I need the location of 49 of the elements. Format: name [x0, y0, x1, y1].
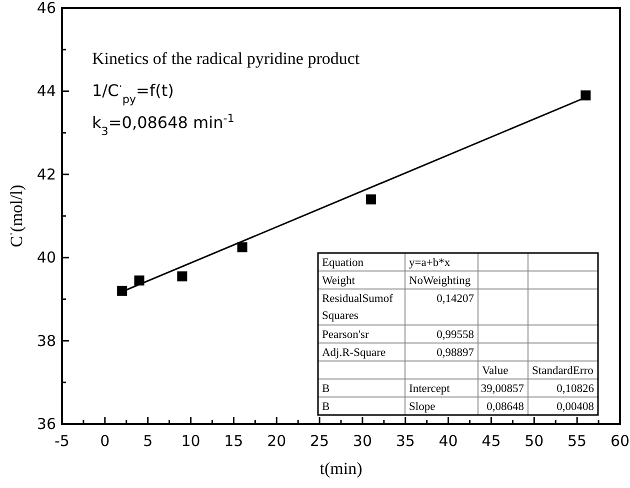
annotation: Weight — [322, 275, 356, 287]
point — [580, 90, 591, 100]
annotation: 0,98897 — [436, 347, 474, 359]
y-tick-label: 46 — [36, 0, 56, 17]
annotation: 39,00857 — [480, 383, 524, 395]
annotation: Pearson'sr — [322, 329, 369, 341]
annotation: 0,08648 — [486, 401, 524, 413]
annotation: 0,14207 — [436, 293, 474, 305]
annotation: B — [322, 401, 330, 413]
annotation: 0,99558 — [436, 329, 474, 341]
x-tick-label: 25 — [310, 432, 330, 450]
annotation: 0,00408 — [556, 401, 594, 413]
annotation: 0,10826 — [556, 383, 594, 395]
point — [366, 194, 376, 204]
annotation: Intercept — [409, 383, 451, 395]
y-tick-label: 36 — [36, 415, 56, 433]
x-tick-label: 5 — [143, 432, 153, 450]
annotation: k$_{3}$=0,08648 min$^{-1}$ — [92, 112, 234, 138]
annotation: Slope — [409, 401, 436, 413]
point — [237, 242, 248, 252]
y-tick-label: 38 — [36, 332, 56, 350]
x-tick-label: 10 — [181, 432, 200, 450]
text: 1/C$^{·}$$_{py}$=f(t) — [92, 80, 174, 106]
annotation: StandardErro — [532, 365, 594, 377]
annotation: Value — [482, 365, 508, 377]
annotation: y=a+b*x — [409, 257, 450, 269]
x-tick-label: -5 — [54, 432, 70, 450]
y-tick-label: 44 — [36, 82, 56, 100]
x-tick-label: 20 — [267, 432, 286, 450]
x-tick-label: 50 — [524, 432, 544, 450]
annotation: Equation — [322, 257, 364, 269]
annotation: B — [322, 383, 330, 395]
x-tick-label: 0 — [100, 432, 110, 450]
annotation: NoWeighting — [409, 275, 471, 287]
x-tick-label: 40 — [438, 432, 458, 450]
x-axis-title: t(min) — [320, 459, 362, 478]
x-tick-label: 35 — [396, 432, 415, 450]
point — [117, 286, 128, 296]
text: Kinetics of the radical pyridine product — [92, 49, 360, 68]
point — [177, 271, 188, 282]
x-tick-label: 30 — [352, 432, 372, 450]
annotation: Adj.R-Square — [322, 347, 386, 359]
x-tick-label: 60 — [610, 432, 630, 450]
x-tick-label: 55 — [568, 432, 587, 450]
y-tick-label: 42 — [36, 165, 56, 184]
x-tick-label: 45 — [482, 432, 501, 450]
annotation: ResidualSumof Squares — [322, 293, 394, 322]
x-tick-label: 15 — [224, 432, 244, 450]
y-tick-label: 40 — [36, 248, 56, 267]
